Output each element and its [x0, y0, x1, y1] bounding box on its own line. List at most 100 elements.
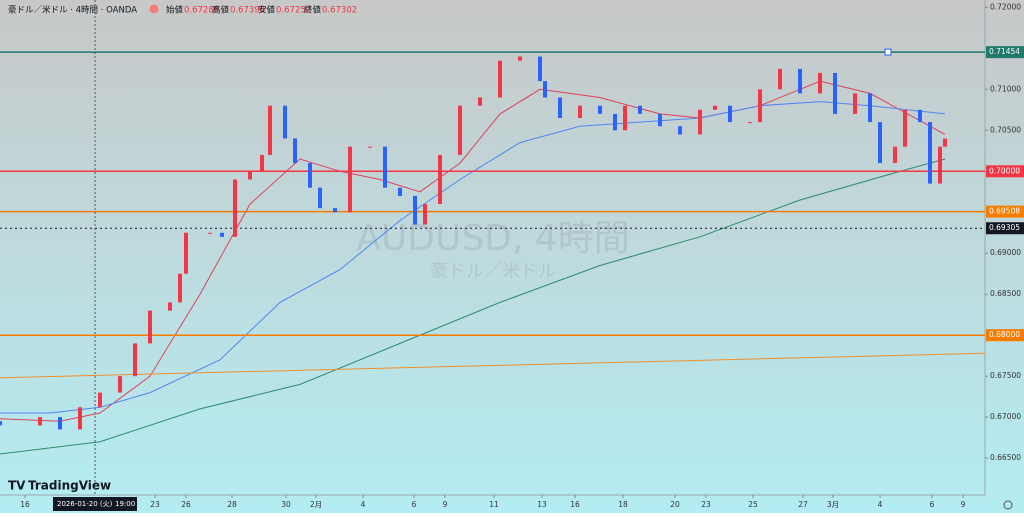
price-label: 0.69305 — [989, 223, 1020, 232]
candle-body — [293, 138, 297, 164]
x-tick-label: 18 — [618, 500, 628, 509]
y-tick-label: 0.70500 — [990, 125, 1021, 134]
candle-body — [268, 105, 272, 155]
watermark-title: AUDUSD, 4時間 — [356, 218, 629, 259]
candle-body — [698, 109, 702, 135]
candle-body — [853, 93, 857, 114]
candle-body — [413, 195, 417, 225]
candle-body — [260, 154, 264, 172]
candle-body — [713, 105, 717, 110]
candle-body — [458, 105, 462, 155]
candle-body — [118, 376, 122, 393]
logo-mark: TV — [8, 479, 26, 493]
candle-body — [0, 421, 2, 426]
x-tick-label: 20 — [670, 500, 680, 509]
crosshair-label-bg — [53, 497, 137, 511]
candle-body — [248, 171, 252, 180]
ohlc-value: 0.67286 — [184, 6, 219, 16]
candle-body — [398, 187, 402, 196]
candle-body — [133, 343, 137, 377]
price-label-bg — [986, 222, 1024, 235]
y-tick-label: 0.71000 — [990, 84, 1021, 93]
price-label-bg — [986, 205, 1024, 218]
candle-body — [918, 109, 922, 123]
candle-body — [818, 72, 822, 94]
status-dot — [149, 4, 159, 14]
candle-body — [478, 97, 482, 106]
candle-body — [184, 232, 188, 274]
x-tick-label: 9 — [961, 500, 966, 509]
candle-body — [308, 163, 312, 188]
candle-body — [748, 122, 752, 124]
x-tick-label: 25 — [748, 500, 758, 509]
price-label: 0.68000 — [989, 330, 1020, 339]
candle-body — [368, 146, 372, 148]
candle-body — [798, 68, 802, 94]
candle-body — [438, 154, 442, 205]
ohlc-label: 安値 — [258, 5, 276, 16]
x-tick-label: 16 — [20, 500, 30, 509]
candle-body — [943, 138, 947, 147]
y-tick-label: 0.69000 — [990, 248, 1021, 257]
candle-body — [833, 72, 837, 114]
candle-body — [283, 105, 287, 139]
ohlc-value: 0.67390 — [230, 6, 265, 16]
y-tick-label: 0.68500 — [990, 289, 1021, 298]
x-tick-label: 11 — [489, 500, 499, 509]
y-tick-label: 0.67000 — [990, 412, 1021, 421]
x-tick-label: 6 — [412, 500, 417, 509]
moving-average — [0, 158, 946, 455]
candle-body — [678, 126, 682, 135]
x-tick-label: 6 — [930, 500, 935, 509]
candle-body — [498, 60, 502, 98]
x-tick-label: 30 — [281, 500, 291, 509]
y-tick-label: 0.67500 — [990, 371, 1021, 380]
price-label: 0.71454 — [989, 47, 1020, 56]
candle-body — [38, 417, 42, 426]
watermark-subtitle: 豪ドル／米ドル — [430, 261, 556, 282]
logo[interactable]: TradingView — [28, 479, 111, 493]
candle-body — [168, 302, 172, 311]
candle-body — [613, 113, 617, 131]
candle-body — [78, 407, 82, 430]
candle-body — [938, 146, 942, 184]
candle-body — [423, 204, 427, 225]
price-label-bg — [986, 46, 1024, 59]
candle-body — [543, 81, 547, 98]
candle-body — [893, 146, 897, 164]
x-tick-label: 28 — [227, 500, 237, 509]
candle-body — [208, 232, 212, 234]
price-label-bg — [986, 329, 1024, 342]
ohlc-label: 終値 — [304, 5, 322, 16]
candle-body — [233, 179, 237, 237]
ohlc-label: 始値 — [166, 5, 184, 16]
candle-body — [538, 56, 542, 82]
candle-body — [318, 187, 322, 209]
symbol[interactable]: 豪ドル／米ドル · 4時間 · OANDA — [8, 5, 137, 16]
moving-average — [0, 101, 946, 414]
x-tick-label: 23 — [701, 500, 711, 509]
candle-body — [878, 122, 882, 164]
price-label: 0.70000 — [989, 166, 1020, 175]
x-tick-label: 3月 — [827, 500, 839, 509]
candle-body — [638, 105, 642, 114]
candle-body — [578, 105, 582, 119]
x-tick-label: 26 — [181, 500, 191, 509]
x-tick-label: 9 — [443, 500, 448, 509]
candle-body — [903, 109, 907, 147]
candle-body — [928, 122, 932, 184]
candle-body — [98, 392, 102, 408]
candle-body — [348, 146, 352, 213]
y-tick-label: 0.66500 — [990, 453, 1021, 462]
x-tick-label: 13 — [537, 500, 547, 509]
candle-body — [868, 93, 872, 123]
x-tick-label: 23 — [150, 500, 160, 509]
candle-body — [383, 146, 387, 188]
candle-body — [623, 105, 627, 131]
candle-body — [598, 105, 602, 114]
level-handle[interactable] — [884, 48, 892, 56]
settings-icon[interactable] — [1003, 500, 1013, 510]
ohlc-value: 0.67302 — [322, 6, 357, 16]
